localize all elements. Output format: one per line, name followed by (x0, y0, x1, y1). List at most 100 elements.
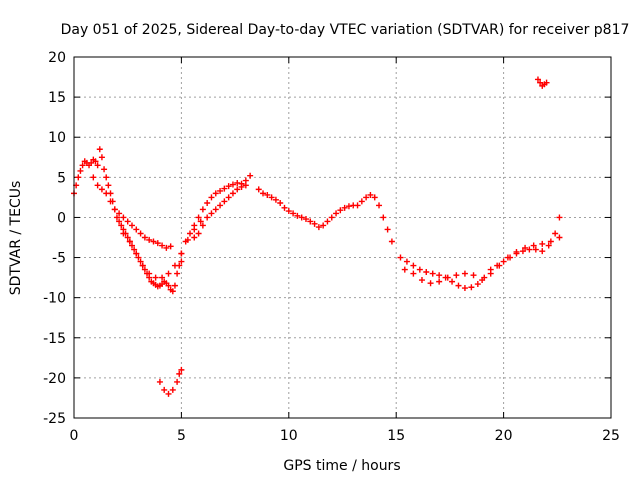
data-point (337, 207, 344, 214)
data-point (324, 218, 331, 225)
data-point (195, 230, 202, 237)
data-point (418, 277, 425, 284)
data-point (131, 246, 138, 253)
data-point (543, 79, 550, 86)
data-point (124, 218, 131, 225)
data-point (225, 183, 232, 190)
data-point (423, 268, 430, 275)
data-point (137, 230, 144, 237)
data-point (487, 270, 494, 277)
data-point (120, 214, 127, 221)
data-point (146, 270, 153, 277)
data-point (159, 242, 166, 249)
y-tick-label: 5 (57, 170, 66, 186)
data-point (217, 202, 224, 209)
data-point (165, 270, 172, 277)
data-point (141, 234, 148, 241)
data-point (532, 246, 539, 253)
data-point (290, 210, 297, 217)
data-point (229, 181, 236, 188)
data-point (208, 194, 215, 201)
data-point (163, 244, 170, 251)
data-point (333, 210, 340, 217)
data-point (96, 146, 103, 153)
data-point (242, 182, 249, 189)
data-point (90, 174, 97, 181)
data-point (285, 208, 292, 215)
data-point (208, 210, 215, 217)
data-point (397, 254, 404, 261)
data-point (436, 278, 443, 285)
data-point (225, 194, 232, 201)
data-point (367, 191, 374, 198)
data-point (116, 210, 123, 217)
data-point (92, 158, 99, 165)
plot-frame (73, 56, 612, 419)
data-point (277, 200, 284, 207)
data-point (88, 159, 95, 166)
data-point (94, 162, 101, 169)
data-point (212, 206, 219, 213)
data-point (152, 274, 159, 281)
data-point (178, 250, 185, 257)
data-point (120, 230, 127, 237)
data-point (526, 246, 533, 253)
data-point (118, 222, 125, 229)
x-axis-label: GPS time / hours (283, 458, 400, 474)
data-point (98, 186, 105, 193)
data-point (294, 212, 301, 219)
data-point (103, 190, 110, 197)
data-point (545, 242, 552, 249)
series-track-e (191, 182, 249, 241)
data-point (388, 238, 395, 245)
data-point (111, 206, 118, 213)
data-point (199, 222, 206, 229)
series-track-b (90, 174, 174, 251)
data-point (479, 277, 486, 284)
data-point (113, 214, 120, 221)
x-tick-label: 0 (70, 428, 79, 444)
data-point (161, 386, 168, 393)
y-tick-label: -10 (43, 291, 66, 307)
y-axis-label: SDTVAR / TECUs (8, 181, 24, 296)
data-point (461, 270, 468, 277)
data-point (128, 222, 135, 229)
data-point (547, 238, 554, 245)
data-point (229, 190, 236, 197)
data-point (124, 234, 131, 241)
x-tick-label: 15 (387, 428, 405, 444)
data-point (530, 242, 537, 249)
x-tick-label: 5 (177, 428, 186, 444)
y-tick-label: 0 (57, 210, 66, 226)
data-point (354, 202, 361, 209)
data-point (376, 202, 383, 209)
data-point (135, 254, 142, 261)
data-point (401, 266, 408, 273)
data-point (468, 284, 475, 291)
data-point (255, 186, 262, 193)
data-point (328, 214, 335, 221)
data-point (197, 218, 204, 225)
data-point (410, 262, 417, 269)
data-point (126, 238, 133, 245)
data-point (302, 216, 309, 223)
data-point (453, 272, 460, 279)
data-point (345, 203, 352, 210)
x-tick-label: 20 (495, 428, 513, 444)
data-point (165, 390, 172, 397)
data-point (371, 194, 378, 201)
data-point (98, 154, 105, 161)
series-track-j (156, 366, 185, 397)
data-point (204, 200, 211, 207)
data-point (103, 174, 110, 181)
data-point (221, 198, 228, 205)
data-point (268, 194, 275, 201)
data-point (552, 230, 559, 237)
data-point (159, 274, 166, 281)
data-point (141, 266, 148, 273)
data-point (449, 278, 456, 285)
data-point (380, 214, 387, 221)
data-point (204, 214, 211, 221)
